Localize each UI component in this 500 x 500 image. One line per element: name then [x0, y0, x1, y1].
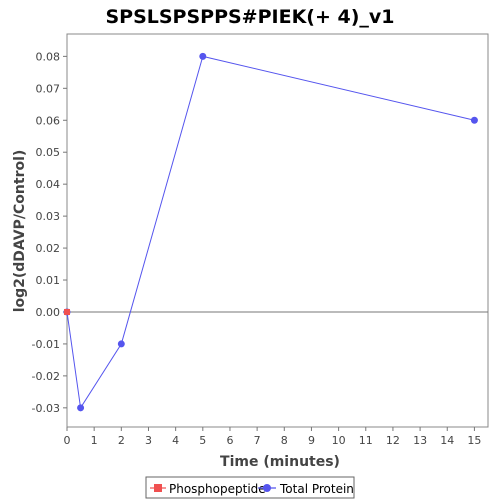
x-tick-label: 13	[413, 434, 427, 447]
legend-phosphopeptide-label: Phosphopeptide	[169, 482, 266, 496]
x-tick-label: 0	[64, 434, 71, 447]
x-tick-label: 7	[254, 434, 261, 447]
x-tick-label: 9	[308, 434, 315, 447]
x-axis-label: Time (minutes)	[220, 454, 340, 470]
x-tick-label: 10	[332, 434, 346, 447]
data-point-total-protein	[470, 116, 478, 124]
x-tick-label: 5	[199, 434, 206, 447]
series-points	[63, 52, 478, 412]
plot-area	[66, 33, 489, 428]
y-tick-label: -0.02	[32, 370, 60, 383]
data-point-total-protein	[117, 340, 125, 348]
x-tick-label: 3	[145, 434, 152, 447]
x-tick-label: 1	[91, 434, 98, 447]
legend-phosphopeptide-marker	[154, 484, 162, 492]
y-axis-label: log2(dDAVP/Control)	[12, 150, 28, 313]
y-tick-label: 0.03	[36, 210, 61, 223]
y-tick-label: 0.04	[36, 178, 61, 191]
data-point-phosphopeptide	[64, 308, 70, 315]
y-tick-label: 0.00	[36, 306, 61, 319]
legend-total-protein-marker	[263, 484, 271, 492]
y-tick-label: 0.02	[36, 242, 61, 255]
y-tick-label: 0.05	[36, 146, 61, 159]
x-tick-label: 6	[226, 434, 233, 447]
legend-box	[145, 476, 355, 499]
y-tick-label: -0.01	[32, 338, 60, 351]
data-point-total-protein	[77, 404, 85, 412]
y-axis: -0.03 -0.02 -0.01 0.00 0.01 0.02 0.03 0.04 0.05 0…	[32, 50, 67, 415]
y-tick-label: -0.03	[32, 402, 60, 415]
x-tick-label: 8	[281, 434, 288, 447]
x-axis: 0 1 2 3 4 5 6 7 8 9 10 11 12 13 14 15	[64, 427, 481, 447]
y-tick-label: 0.06	[36, 114, 61, 127]
x-tick-label: 11	[359, 434, 373, 447]
data-point-total-protein	[199, 52, 207, 60]
y-tick-label: 0.01	[36, 274, 61, 287]
x-tick-label: 14	[440, 434, 454, 447]
y-tick-label: 0.08	[36, 50, 61, 63]
x-tick-label: 15	[467, 434, 481, 447]
chart-title: SPSLSPSPPS#PIEK(+ 4)_v1	[105, 6, 394, 28]
legend-total-protein-label: Total Protein	[279, 482, 354, 496]
y-tick-label: 0.07	[36, 82, 61, 95]
legend: Phosphopeptide Total Protein	[145, 476, 355, 499]
x-tick-label: 4	[172, 434, 179, 447]
x-tick-label: 2	[118, 434, 125, 447]
x-tick-label: 12	[386, 434, 400, 447]
